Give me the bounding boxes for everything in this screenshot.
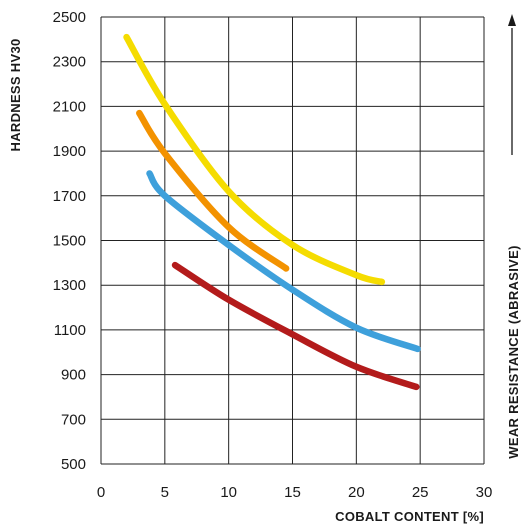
y-tick-label: 2500 (53, 9, 86, 26)
y-tick-label: 1500 (53, 233, 86, 250)
y-axis-title: HARDNESS HV30 (8, 39, 23, 152)
x-tick-label: 5 (161, 484, 169, 501)
y-tick-label: 2100 (53, 98, 86, 115)
y-tick-label: 900 (61, 367, 86, 384)
y-tick-label: 1300 (53, 277, 86, 294)
side-axis-title: WEAR RESISTANCE (ABRASIVE) (506, 245, 521, 458)
y-tick-labels: 500 700 900 1100 1300 1500 1700 1900 2100 2300 250… (53, 9, 86, 473)
x-tick-label: 10 (220, 484, 237, 501)
y-tick-label: 1100 (54, 322, 86, 339)
series-line-2 (136, 109, 290, 272)
y-tick-label: 700 (61, 411, 86, 428)
series-line-1 (123, 33, 386, 286)
wear-resistance-arrow-head-icon (508, 14, 516, 26)
x-tick-label: 25 (412, 484, 429, 501)
grid (100, 16, 485, 465)
series-line-3 (146, 170, 421, 353)
y-tick-label: 500 (61, 456, 86, 473)
y-tick-label: 2300 (53, 54, 86, 71)
series-group (123, 33, 421, 391)
x-tick-label: 0 (97, 484, 105, 501)
y-tick-label: 1900 (53, 143, 86, 160)
y-tick-label: 1700 (53, 188, 86, 205)
x-axis-title: COBALT CONTENT [%] (335, 509, 484, 524)
x-tick-label: 15 (284, 484, 301, 501)
series-line-4 (171, 261, 420, 391)
x-tick-labels: 0 5 10 15 20 25 30 (97, 484, 493, 501)
x-tick-label: 30 (476, 484, 493, 501)
x-tick-label: 20 (348, 484, 365, 501)
